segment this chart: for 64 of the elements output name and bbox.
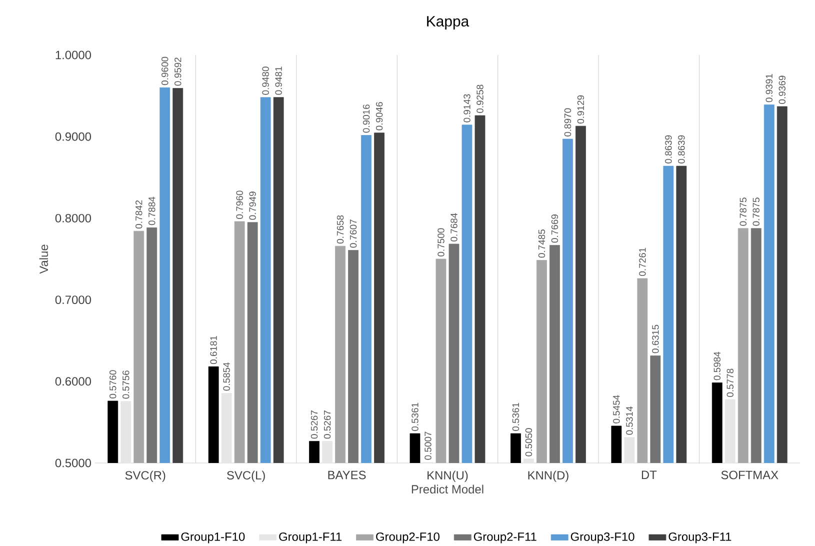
data-label: 0.9129	[577, 95, 584, 124]
y-tick-label: 0.6000	[55, 377, 92, 386]
data-label: 0.9592	[174, 57, 182, 86]
data-label: 0.7669	[551, 214, 558, 242]
data-label: 0.5756	[122, 370, 130, 399]
data-label: 0.7607	[350, 219, 357, 248]
data-label: 0.8639	[665, 135, 672, 164]
data-label: 0.7658	[336, 215, 344, 244]
data-label: 0.7949	[249, 192, 256, 220]
chart-title: Kappa	[427, 16, 470, 30]
y-tick-label: 0.5000	[55, 458, 92, 468]
data-label: 0.5267	[324, 410, 331, 438]
data-label: 0.8639	[678, 135, 685, 164]
data-label: 0.7875	[752, 198, 760, 226]
x-tick-label: SOFTMAX	[721, 470, 778, 480]
legend-label: Group3-F11	[668, 532, 732, 544]
data-label: 0.5454	[613, 394, 620, 424]
data-label: 0.7485	[538, 229, 546, 258]
legend-label: Group3-F10	[570, 532, 634, 544]
y-tick-label: 0.8000	[55, 214, 92, 222]
data-label: 0.5854	[223, 362, 230, 391]
data-label: 0.9046	[376, 102, 383, 130]
data-label: 0.9258	[476, 84, 484, 113]
data-label: 0.5314	[626, 406, 633, 435]
data-label: 0.7960	[236, 190, 243, 219]
y-tick-label: 0.9000	[55, 132, 92, 141]
y-axis-title: Value	[39, 244, 48, 274]
x-tick-label: BAYES	[328, 470, 366, 480]
data-label: 0.6315	[652, 324, 659, 353]
x-tick-label: KNN(U)	[428, 470, 468, 482]
data-label: 0.9143	[464, 94, 470, 122]
data-label: 0.7261	[639, 248, 646, 276]
y-tick-label: 0.7000	[55, 295, 92, 304]
data-label: 0.9480	[262, 66, 269, 95]
data-label: 0.5778	[726, 368, 734, 397]
data-label: 0.5267	[310, 410, 318, 438]
data-label: 0.5984	[714, 352, 720, 380]
x-tick-label: KNN(D)	[528, 470, 568, 482]
y-tick-label: 1.0000	[56, 50, 92, 60]
data-label: 0.8970	[564, 108, 572, 136]
legend-label: Group1-F11	[279, 532, 342, 544]
x-tick-label: DT	[642, 470, 657, 479]
data-label: 0.5007	[424, 432, 432, 460]
data-label: 0.7875	[740, 198, 746, 226]
x-tick-label: SVC(R)	[125, 470, 166, 482]
data-label: 0.9369	[778, 76, 786, 104]
data-label: 0.7684	[450, 212, 458, 242]
data-label: 0.7884	[148, 196, 156, 225]
data-label: 0.9600	[162, 56, 168, 85]
data-label: 0.5760	[110, 370, 116, 398]
data-label: 0.5361	[412, 402, 418, 431]
data-label: 0.9481	[275, 66, 282, 95]
data-label: 0.7500	[438, 228, 444, 256]
data-label: 0.9391	[766, 74, 772, 102]
x-tick-label: SVC(L)	[227, 470, 265, 482]
x-axis-title: Predict Model	[412, 484, 484, 494]
legend-label: Group1-F10	[181, 532, 245, 544]
data-label: 0.6181	[210, 336, 217, 364]
legend-label: Group2-F10	[376, 532, 440, 544]
data-label: 0.9016	[362, 104, 370, 133]
data-label: 0.5050	[525, 428, 532, 456]
data-label: 0.5361	[512, 402, 520, 431]
legend-label: Group2-F11	[474, 532, 536, 544]
data-label: 0.7842	[136, 200, 142, 228]
